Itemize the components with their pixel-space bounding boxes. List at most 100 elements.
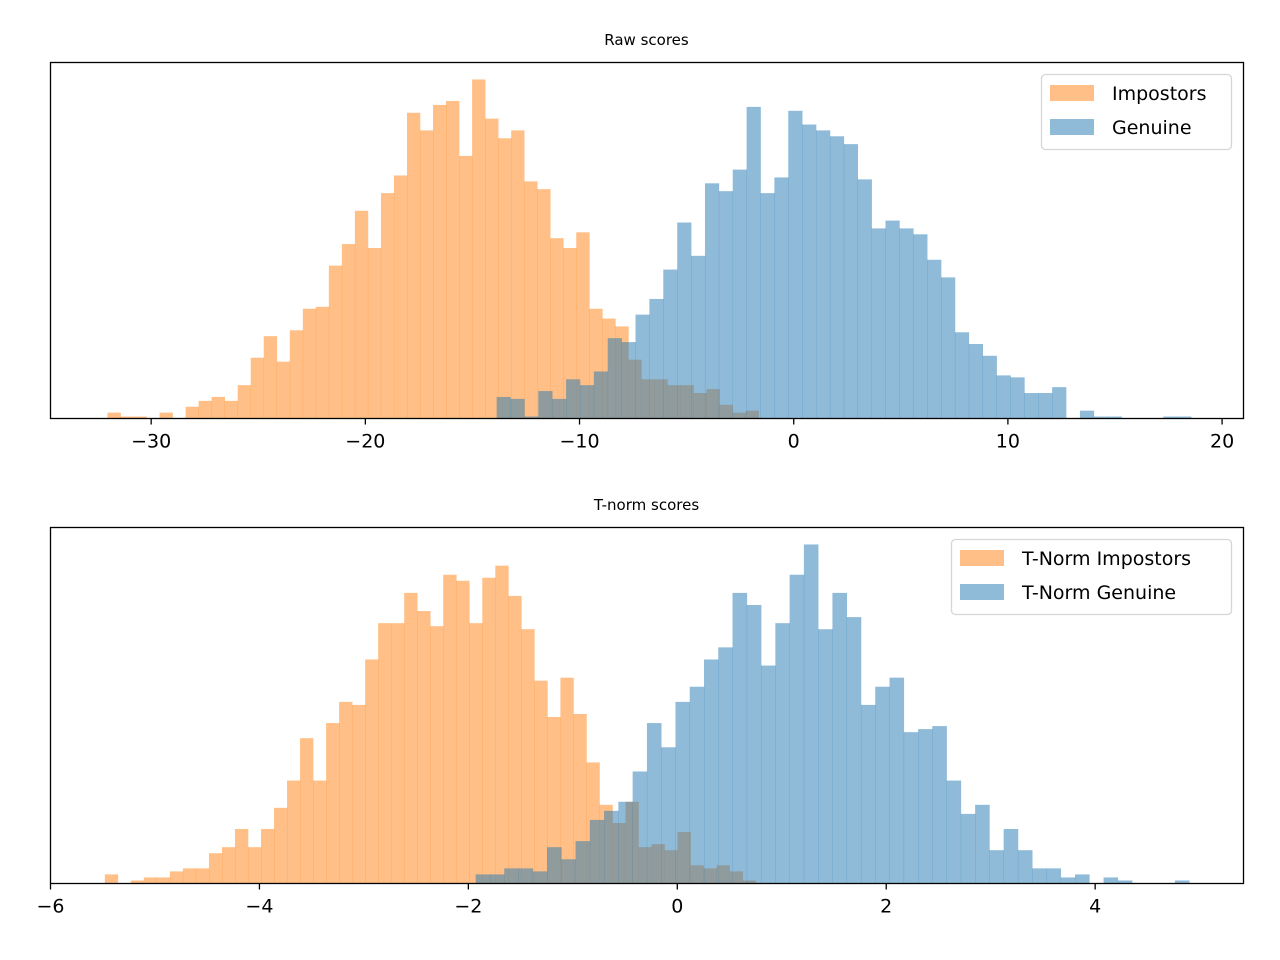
x-tick-label: 10 <box>996 431 1020 453</box>
histogram-bar-genuine <box>732 169 747 419</box>
histogram-bar-t-norm-genuine <box>875 686 890 884</box>
histogram-bar-genuine <box>510 398 525 419</box>
histogram-bar-t-norm-genuine <box>532 871 548 884</box>
tnorm-scores-title: T-norm scores <box>593 496 699 514</box>
histogram-bar-impostors <box>433 104 447 419</box>
histogram-bar-genuine <box>496 396 511 419</box>
histogram-bar-genuine <box>968 344 984 419</box>
histogram-bar-impostors <box>302 308 317 419</box>
histogram-bar-t-norm-impostors <box>182 868 197 884</box>
histogram-bar-t-norm-genuine <box>689 686 705 884</box>
histogram-bar-genuine <box>913 234 928 419</box>
histogram-bar-t-norm-genuine <box>518 868 534 884</box>
histogram-bar-impostors <box>550 238 564 419</box>
histogram-bar-genuine <box>677 222 692 419</box>
histogram-bar-t-norm-impostors <box>495 565 509 884</box>
histogram-bar-t-norm-impostors <box>326 723 340 884</box>
histogram-bar-t-norm-genuine <box>718 647 733 884</box>
x-tick-label: 20 <box>1210 431 1234 453</box>
histogram-bar-genuine <box>704 183 720 419</box>
histogram-bar-impostors <box>576 232 590 419</box>
histogram-bar-t-norm-impostors <box>300 738 314 884</box>
histogram-bar-genuine <box>885 220 900 419</box>
histogram-bar-impostors <box>159 412 173 419</box>
histogram-bar-impostors <box>406 112 421 419</box>
histogram-bar-t-norm-genuine <box>946 780 962 884</box>
histogram-bar-impostors <box>341 244 356 419</box>
histogram-bar-t-norm-impostors <box>169 871 184 884</box>
histogram-bar-t-norm-genuine <box>589 819 605 884</box>
tnorm-scores-x-ticks: −6 −4 −2 0 2 4 <box>36 883 1101 918</box>
legend-tnorm-impostors-label: T-Norm Impostors <box>1021 548 1191 570</box>
histogram-bar-t-norm-genuine <box>818 629 833 884</box>
histogram-bar-t-norm-genuine <box>661 747 676 884</box>
histogram-bar-genuine <box>649 298 664 419</box>
histogram-bar-t-norm-genuine <box>632 771 648 884</box>
histogram-bar-t-norm-impostors <box>404 592 418 884</box>
legend-frame <box>950 538 1233 616</box>
histogram-bar-genuine <box>593 371 609 419</box>
histogram-bar-impostors <box>211 396 225 419</box>
histogram-bar-genuine <box>1024 393 1039 419</box>
histogram-bar-t-norm-impostors <box>104 874 119 884</box>
histogram-bar-impostors <box>107 412 121 419</box>
histogram-bar-t-norm-impostors <box>534 680 548 884</box>
histogram-bar-t-norm-genuine <box>1075 874 1090 884</box>
histogram-bar-t-norm-genuine <box>803 544 819 884</box>
histogram-bar-impostors <box>511 130 525 419</box>
tnorm-scores-legend: T-Norm Impostors T-Norm Genuine <box>950 538 1233 616</box>
histogram-bar-t-norm-impostors <box>352 704 366 884</box>
histogram-bar-t-norm-impostors <box>430 626 444 884</box>
histogram-bar-genuine <box>635 314 650 419</box>
histogram-bar-genuine <box>1038 393 1053 419</box>
histogram-bar-t-norm-genuine <box>761 665 776 884</box>
histogram-bar-t-norm-impostors <box>156 877 171 884</box>
histogram-bar-t-norm-impostors <box>521 629 535 884</box>
histogram-bar-genuine <box>941 277 956 419</box>
histogram-bar-genuine <box>621 342 636 419</box>
histogram-bar-t-norm-genuine <box>746 604 762 884</box>
legend-tnorm-genuine-swatch <box>960 584 1004 600</box>
histogram-bar-t-norm-genuine <box>860 704 876 884</box>
histogram-bar-t-norm-genuine <box>775 623 790 884</box>
histogram-bar-t-norm-genuine <box>475 874 491 884</box>
histogram-bar-genuine <box>524 416 539 419</box>
histogram-bar-t-norm-impostors <box>469 623 483 884</box>
x-tick-label: 4 <box>1089 896 1101 918</box>
histogram-bar-genuine <box>857 179 872 419</box>
histogram-bar-impostors <box>524 181 538 419</box>
histogram-bar-t-norm-genuine <box>504 868 519 884</box>
histogram-bar-t-norm-impostors <box>560 677 574 884</box>
histogram-bar-t-norm-impostors <box>248 847 262 884</box>
histogram-bar-t-norm-genuine <box>1032 868 1047 884</box>
histogram-bar-impostors <box>328 265 343 419</box>
histogram-bar-t-norm-genuine <box>703 659 719 884</box>
histogram-bar-impostors <box>250 357 265 419</box>
tnorm-scores-axes-frame <box>49 526 1245 885</box>
histogram-bar-genuine <box>927 259 942 419</box>
histogram-bar-genuine <box>829 136 845 419</box>
histogram-bar-t-norm-genuine <box>918 729 933 884</box>
histogram-bar-t-norm-impostors <box>287 780 301 884</box>
legend-impostors-swatch <box>1050 85 1094 101</box>
tnorm-scores-bars <box>104 544 1190 884</box>
histogram-bar-t-norm-genuine <box>732 592 748 884</box>
tnorm-scores-subplot: T-norm scores −6 −4 −2 0 2 4 T-Norm Impostors… <box>36 496 1245 918</box>
histogram-bar-t-norm-impostors <box>456 580 470 884</box>
x-tick-label: −10 <box>559 431 599 453</box>
histogram-bar-t-norm-impostors <box>208 853 223 884</box>
histogram-bar-impostors <box>354 210 369 419</box>
histogram-bar-t-norm-impostors <box>508 595 522 884</box>
histogram-bar-t-norm-impostors <box>482 577 496 884</box>
histogram-bar-t-norm-genuine <box>789 574 805 884</box>
histogram-bar-t-norm-genuine <box>903 732 919 884</box>
histogram-bar-t-norm-genuine <box>618 801 633 884</box>
histogram-bar-genuine <box>760 193 775 419</box>
histogram-bar-t-norm-impostors <box>130 880 145 884</box>
histogram-bar-t-norm-genuine <box>561 859 576 884</box>
raw-scores-x-ticks: −30 −20 −10 0 10 20 <box>131 418 1234 453</box>
histogram-bar-t-norm-genuine <box>547 847 562 884</box>
legend-tnorm-genuine-label: T-Norm Genuine <box>1021 582 1176 604</box>
histogram-bar-t-norm-impostors <box>547 717 561 884</box>
histogram-bar-impostors <box>537 189 551 419</box>
